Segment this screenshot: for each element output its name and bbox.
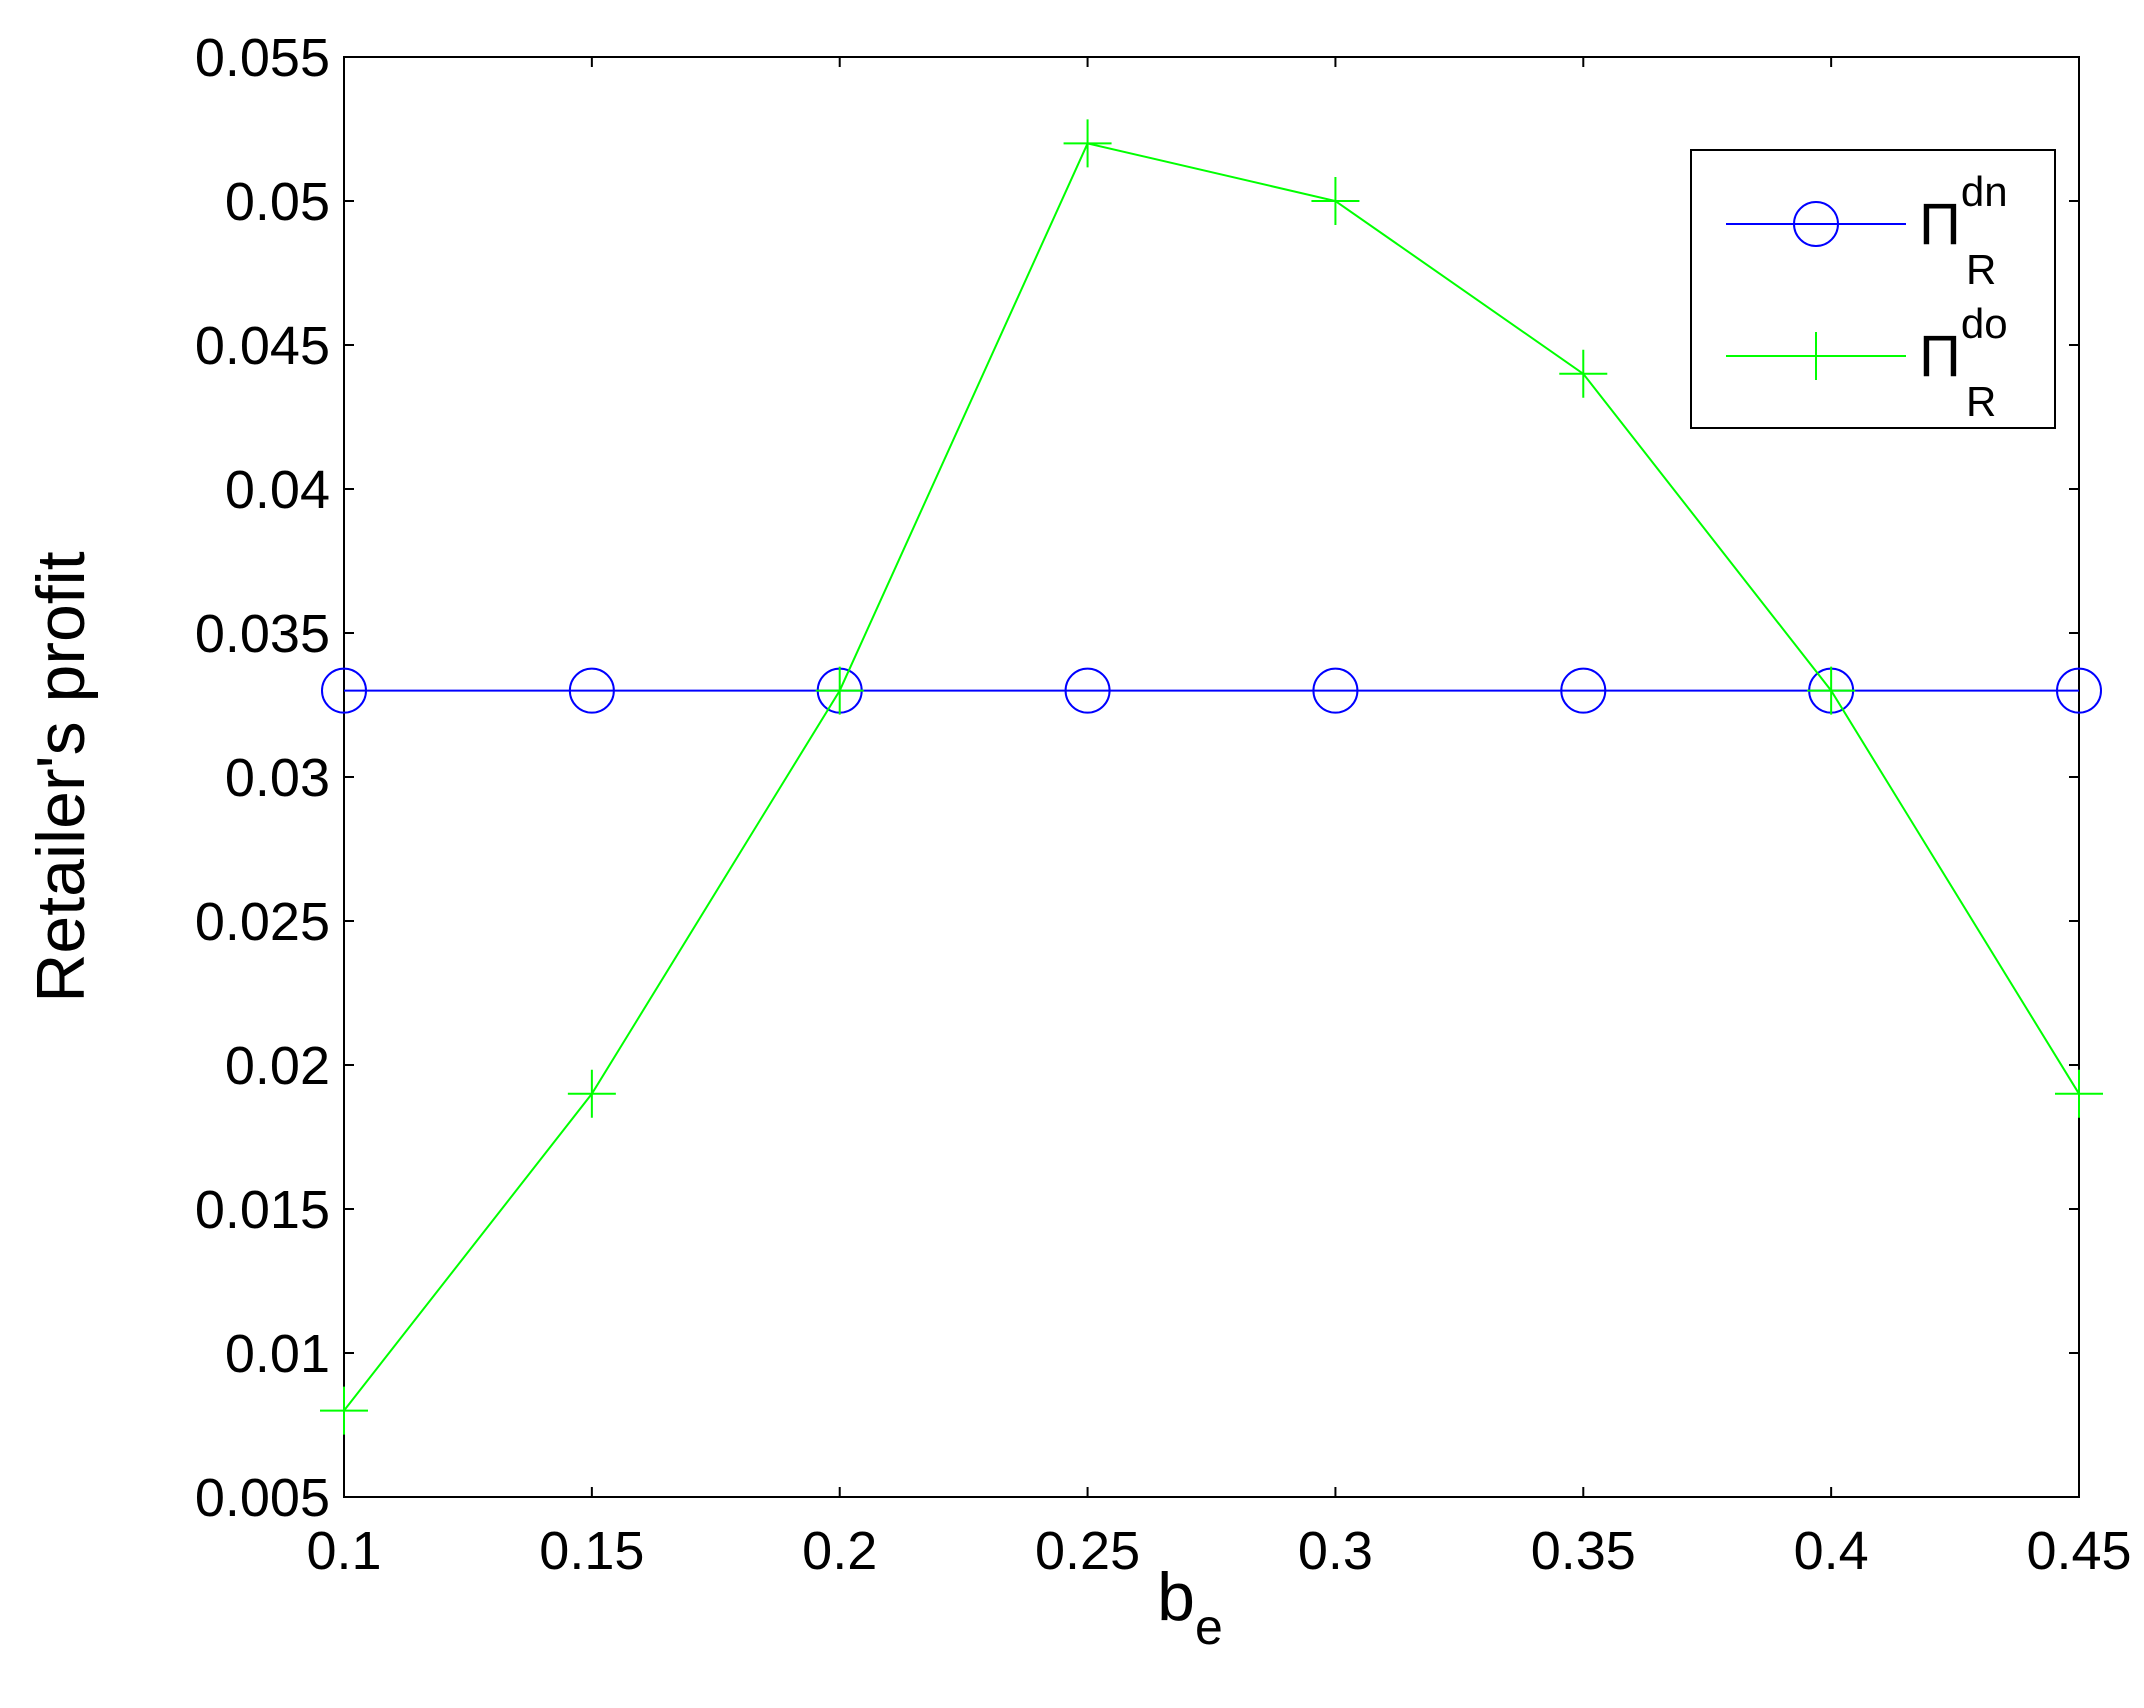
- y-tick-label: 0.025: [195, 892, 330, 952]
- y-tick-label: 0.03: [225, 748, 330, 808]
- plus-marker: [320, 1386, 368, 1435]
- y-tick-label: 0.02: [225, 1036, 330, 1096]
- x-axis-label-sub: e: [1195, 1599, 1223, 1655]
- x-tick-label: 0.45: [2026, 1521, 2131, 1581]
- x-tick-label: 0.15: [539, 1521, 644, 1581]
- x-axis-label: be: [1157, 1559, 1223, 1655]
- y-axis-label: Retailer's profit: [23, 551, 99, 1002]
- circle-marker: [1793, 201, 1839, 247]
- x-tick-label: 0.25: [1035, 1521, 1140, 1581]
- legend-name: Π: [1919, 324, 1961, 389]
- y-tick-label: 0.045: [195, 316, 330, 376]
- circle-marker: [1312, 667, 1359, 714]
- legend-subscript: R: [1966, 378, 1996, 425]
- series-line: [343, 142, 2080, 1412]
- x-tick-label: 0.35: [1531, 1521, 1636, 1581]
- circle-marker: [321, 667, 367, 714]
- plus-marker: [2055, 1069, 2103, 1118]
- y-tick-label: 0.01: [225, 1324, 330, 1384]
- circle-marker: [568, 667, 615, 714]
- x-tick-label: 0.1: [306, 1521, 381, 1581]
- plus-marker: [815, 666, 864, 715]
- x-tick-label: 0.3: [1298, 1521, 1373, 1581]
- plus-marker: [1063, 119, 1112, 168]
- legend-superscript: dn: [1961, 168, 2008, 215]
- x-tick-label: 0.4: [1794, 1521, 1869, 1581]
- plus-marker: [1311, 177, 1360, 225]
- circle-marker: [1064, 667, 1111, 714]
- legend-name: Π: [1919, 192, 1961, 257]
- legend-box: [1690, 149, 2056, 429]
- y-tick-label: 0.055: [195, 28, 330, 88]
- y-tick-label: 0.05: [225, 172, 330, 232]
- plus-marker: [1807, 666, 1856, 715]
- y-tick-label: 0.015: [195, 1180, 330, 1240]
- plus-marker: [1792, 332, 1840, 380]
- y-tick-label: 0.035: [195, 604, 330, 664]
- legend-superscript: do: [1961, 300, 2008, 347]
- plus-marker: [567, 1069, 616, 1118]
- circle-marker: [2056, 667, 2102, 714]
- legend-subscript: R: [1966, 246, 1996, 293]
- x-tick-label: 0.2: [802, 1521, 877, 1581]
- plus-marker: [1559, 349, 1608, 398]
- x-axis-label-main: b: [1157, 1559, 1195, 1635]
- y-tick-label: 0.04: [225, 460, 330, 520]
- legend-label: Πdo R: [1919, 300, 2008, 425]
- legend-label: Πdn R: [1919, 168, 2008, 293]
- y-tick-label: 0.005: [195, 1468, 330, 1528]
- circle-marker: [1560, 667, 1607, 714]
